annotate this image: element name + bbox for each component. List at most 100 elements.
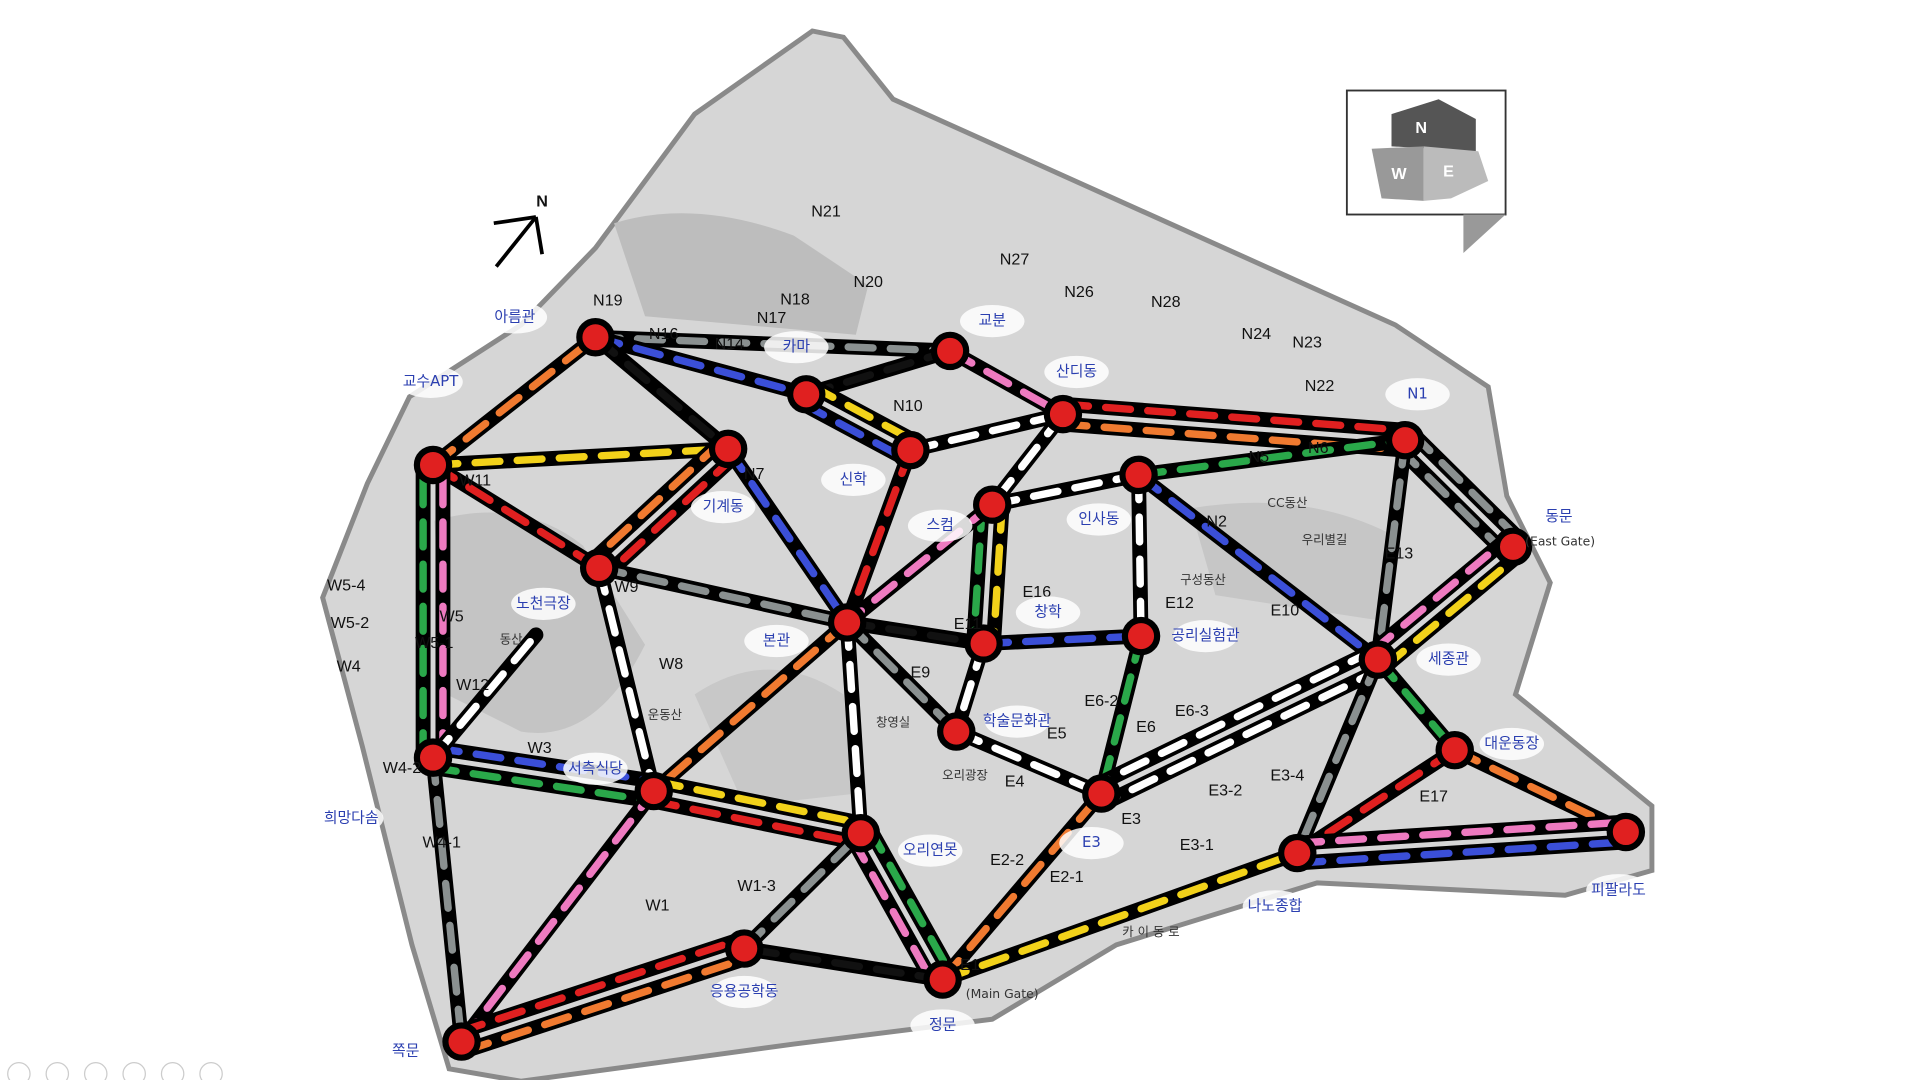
route — [595, 564, 658, 795]
handwritten-label: 희망다솜 — [324, 808, 379, 826]
label-bubble — [1059, 827, 1124, 860]
handwritten-label: 세종관 — [1428, 650, 1469, 668]
route — [602, 452, 739, 579]
toolbar-button[interactable] — [122, 1062, 146, 1080]
building-label: E1 — [960, 956, 980, 974]
building-label: N26 — [1064, 283, 1094, 301]
building-label: W3 — [528, 739, 552, 757]
label-bubble — [563, 752, 628, 785]
label-bubble — [690, 491, 756, 524]
route — [1134, 471, 1382, 664]
handwritten-label: 본관 — [763, 631, 791, 649]
station — [442, 1022, 481, 1061]
label-bubble — [373, 1035, 438, 1068]
route — [651, 777, 867, 828]
toolbar-button[interactable] — [160, 1062, 185, 1080]
building-label: N10 — [893, 397, 923, 415]
building-label: E6-3 — [1175, 702, 1209, 720]
minimap-label: N — [1415, 119, 1427, 137]
building-label: W11 — [459, 471, 491, 489]
handwritten-label: 나노종합 — [1248, 896, 1303, 914]
station — [1278, 833, 1317, 873]
route — [946, 347, 1067, 418]
building-label: E17 — [1419, 788, 1448, 806]
route — [1394, 443, 1510, 558]
label-bubble — [482, 301, 548, 334]
building-label: N14 — [715, 335, 745, 353]
route — [1374, 655, 1459, 754]
route — [988, 471, 1143, 509]
building-label: N18 — [780, 290, 810, 308]
building-label: N27 — [1000, 251, 1030, 269]
building-label: N20 — [853, 273, 883, 291]
toolbar-button[interactable] — [199, 1062, 223, 1080]
building-label: N22 — [1305, 377, 1335, 395]
handwritten-label: 서측식당 — [568, 759, 623, 777]
place-label: CC동산 — [1267, 495, 1307, 510]
toolbar-button[interactable] — [83, 1062, 108, 1080]
building-label: W4-1 — [422, 833, 461, 851]
nodes — [413, 318, 1646, 1061]
route — [952, 727, 1106, 798]
route — [989, 501, 1006, 648]
route — [1097, 632, 1145, 798]
building-label: E3-2 — [1208, 781, 1242, 799]
route — [1134, 436, 1409, 479]
handwritten-label: 인사동 — [1078, 510, 1119, 528]
building-label: E3-1 — [1180, 836, 1214, 854]
building-label: N19 — [593, 292, 623, 310]
building-label: E12 — [1165, 594, 1194, 612]
toolbar-button[interactable] — [45, 1062, 70, 1080]
compass-arrow — [493, 215, 537, 226]
route — [429, 631, 540, 762]
building-label: N2 — [1206, 512, 1227, 530]
minimap-pointer — [1463, 214, 1506, 253]
handwritten-label: 신학 — [840, 470, 868, 488]
station — [787, 375, 826, 414]
route — [843, 618, 865, 837]
station — [1606, 812, 1646, 852]
station — [579, 548, 619, 588]
building-label: W5-2 — [331, 614, 370, 632]
building-label: E6 — [1136, 718, 1156, 736]
route — [802, 347, 954, 399]
handwritten-label: 동문 — [1545, 507, 1572, 525]
route — [429, 461, 603, 572]
toolbar-button[interactable] — [7, 1062, 31, 1080]
route — [724, 445, 851, 627]
building-label: E3-4 — [1270, 766, 1304, 784]
label-bubble — [984, 705, 1050, 738]
station — [576, 318, 615, 357]
label-bubble — [764, 331, 829, 364]
route — [1380, 550, 1524, 671]
handwritten-label: 교분 — [979, 311, 1006, 329]
route — [427, 763, 656, 805]
route — [1093, 647, 1378, 789]
route — [588, 437, 726, 565]
compass-arrow — [494, 215, 538, 268]
place-label: (Main Gate) — [966, 986, 1039, 1001]
minimap-label: E — [1443, 163, 1454, 181]
route — [648, 797, 863, 847]
route — [591, 333, 810, 399]
handwritten-label: 아름관 — [494, 307, 535, 325]
route — [740, 829, 865, 953]
place-label: 우리별길 — [1302, 532, 1348, 547]
place-label: 구성동산 — [1180, 572, 1226, 587]
route — [429, 445, 732, 469]
station — [964, 624, 1003, 663]
route — [591, 333, 732, 453]
handwritten-label: 교수APT — [403, 372, 459, 390]
route — [1101, 664, 1386, 807]
station — [413, 738, 453, 777]
route — [865, 824, 956, 979]
building-label: W9 — [614, 578, 638, 596]
route — [429, 753, 466, 1046]
route — [650, 618, 851, 795]
compass-label: N — [536, 192, 548, 210]
building-label: N24 — [1242, 325, 1272, 343]
route — [1292, 818, 1629, 847]
label-bubble — [1173, 619, 1238, 653]
